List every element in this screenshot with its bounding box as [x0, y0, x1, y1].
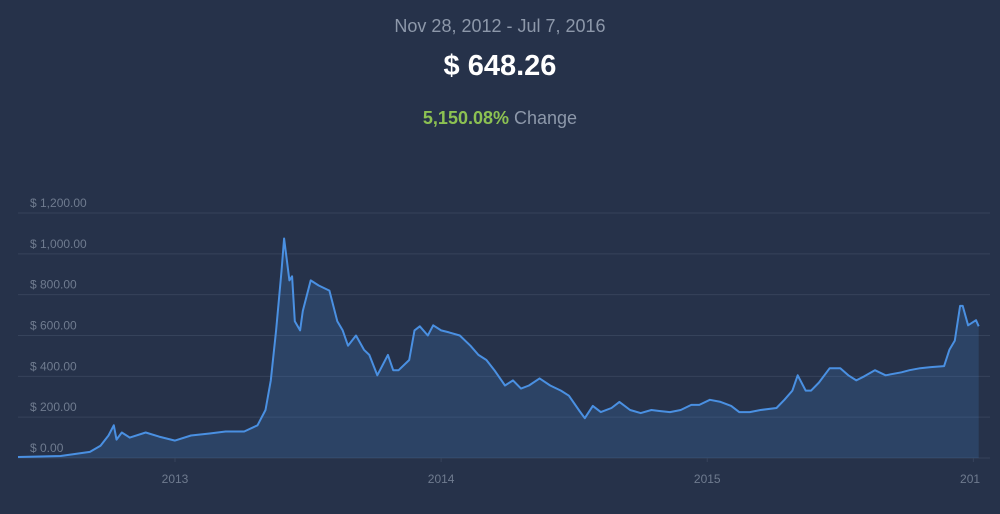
change-percent: 5,150.08% — [422, 108, 509, 128]
change-row: 5,150.08% Change — [0, 108, 1000, 129]
y-tick-label: $ 400.00 — [30, 359, 77, 373]
y-tick-label: $ 600.00 — [30, 319, 77, 333]
y-tick-label: $ 0.00 — [30, 441, 64, 455]
x-tick-label: 2014 — [428, 472, 455, 486]
area-fill — [18, 238, 979, 458]
y-tick-label: $ 200.00 — [30, 400, 77, 414]
price: $ 648.26 — [443, 50, 557, 82]
y-tick-label: $ 800.00 — [30, 278, 77, 292]
y-tick-label: $ 1,200.00 — [30, 196, 87, 210]
x-axis: 2013 2014 2015 2016 — [162, 458, 987, 486]
y-tick-label: $ 1,000.00 — [30, 237, 87, 251]
x-tick-label: 2016 — [960, 472, 987, 486]
x-tick-label: 2015 — [694, 472, 721, 486]
date-range: Nov 28, 2012 - Jul 7, 2016 — [394, 16, 606, 36]
price-line — [17, 237, 980, 458]
change-label: Change — [514, 108, 578, 128]
x-tick-label: 2013 — [162, 472, 189, 486]
